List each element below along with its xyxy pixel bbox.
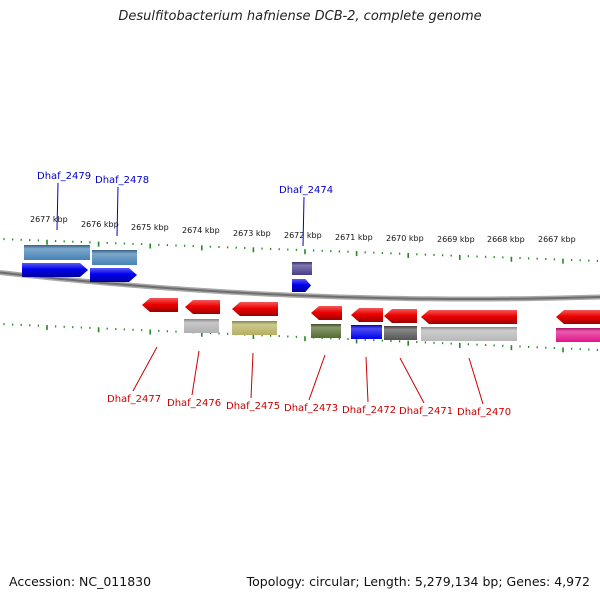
gene-arrow-forward: [292, 279, 311, 292]
cog-box: [384, 326, 417, 340]
tick-label: 2676 kbp: [81, 220, 119, 229]
cog-box: [184, 319, 219, 333]
tick-label: 2668 kbp: [487, 235, 525, 244]
tick-label: 2670 kbp: [386, 234, 424, 243]
gene-arrow-reverse: [232, 302, 278, 316]
gene-arrow-reverse: [311, 306, 342, 320]
gene-label-reverse: Dhaf_2472: [342, 405, 396, 416]
gene-label-leader: [302, 196, 305, 247]
cog-box: [556, 328, 600, 342]
tick-label: 2677 kbp: [30, 215, 68, 224]
gene-label-leader: [365, 356, 369, 403]
gene-arrow-reverse: [421, 310, 517, 324]
tick-label: 2671 kbp: [335, 233, 373, 242]
gene-label-reverse: Dhaf_2477: [107, 394, 161, 405]
gene-label-reverse: Dhaf_2470: [457, 407, 511, 418]
gene-label-leader: [56, 182, 59, 231]
cog-box: [351, 325, 382, 339]
tick-label: 2669 kbp: [437, 235, 475, 244]
gene-arrow-forward: [90, 268, 137, 282]
gene-label-leader: [132, 346, 158, 392]
gene-label-leader: [308, 354, 326, 401]
gene-label-leader: [250, 352, 254, 399]
gene-label-forward: Dhaf_2479: [37, 171, 91, 182]
genome-summary: Topology: circular; Length: 5,279,134 bp…: [246, 574, 590, 589]
gene-arrow-reverse: [556, 310, 600, 324]
gene-label-forward: Dhaf_2478: [95, 175, 149, 186]
gene-label-leader: [468, 357, 484, 405]
cog-box: [92, 250, 137, 265]
cog-box: [232, 321, 277, 335]
map-title: Desulfitobacterium hafniense DCB-2, comp…: [118, 9, 482, 24]
cog-box: [311, 324, 341, 338]
gene-label-forward: Dhaf_2474: [279, 185, 333, 196]
gene-arrow-reverse: [351, 308, 383, 322]
gene-label-reverse: Dhaf_2473: [284, 403, 338, 414]
gene-arrow-reverse: [185, 300, 220, 314]
gene-label-leader: [399, 357, 425, 404]
gene-label-leader: [191, 350, 200, 396]
gene-arrow-forward: [22, 263, 88, 277]
cog-box: [24, 245, 90, 260]
tick-label: 2675 kbp: [131, 223, 169, 232]
tick-label: 2667 kbp: [538, 235, 576, 244]
genome-backbone-core: [0, 271, 600, 301]
tick-label: 2674 kbp: [182, 226, 220, 235]
gene-label-reverse: Dhaf_2471: [399, 406, 453, 417]
gene-arrow-reverse: [384, 309, 417, 323]
cog-box: [421, 327, 517, 341]
gene-arrow-reverse: [142, 298, 178, 312]
accession-label: Accession: NC_011830: [9, 574, 152, 589]
gene-label-leader: [116, 186, 119, 237]
cog-box: [292, 262, 312, 275]
gene-label-reverse: Dhaf_2476: [167, 398, 221, 409]
gene-label-reverse: Dhaf_2475: [226, 401, 280, 412]
tick-label: 2673 kbp: [233, 229, 271, 238]
